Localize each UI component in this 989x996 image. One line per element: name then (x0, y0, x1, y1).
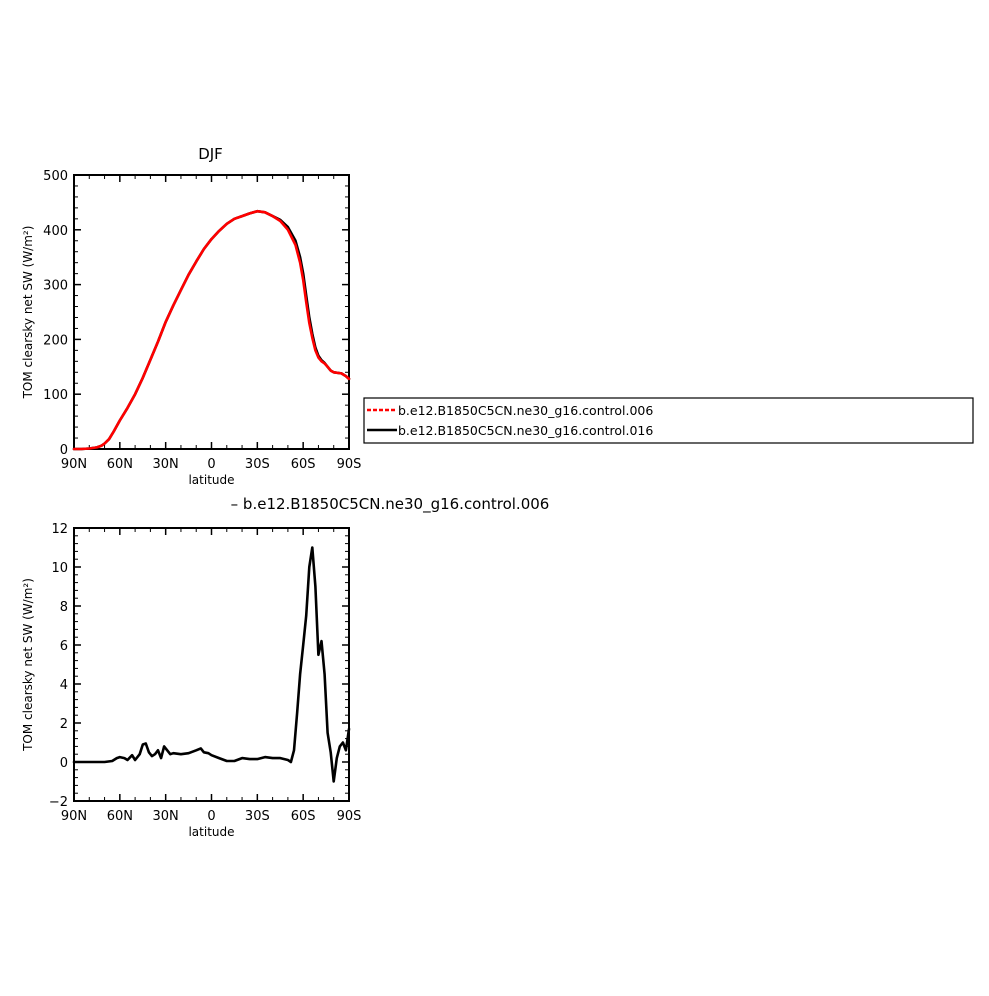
y-tick-label: 400 (43, 224, 68, 239)
x-tick-label: 60S (291, 457, 316, 472)
y-tick-label: 4 (60, 678, 68, 693)
y-tick-label: 6 (60, 639, 68, 654)
y-tick-label: 0 (60, 756, 68, 771)
y-tick-label: −2 (49, 795, 68, 810)
x-tick-label: 90N (61, 809, 87, 824)
x-tick-label: 90S (337, 457, 362, 472)
y-tick-label: 8 (60, 600, 68, 615)
x-tick-label: 30S (245, 457, 270, 472)
y-tick-label: 300 (43, 279, 68, 294)
chart-bottom: 90N 60N 30N 0 30S 60S 90S −2 0 2 4 6 8 10 12 latitude TO… (21, 495, 549, 839)
x-tick-label: 60N (107, 809, 133, 824)
y-tick-label: 10 (51, 561, 68, 576)
x-tick-label: 0 (207, 457, 215, 472)
series-line (72, 546, 351, 783)
y-axis-label: TOM clearsky net SW (W/m²) (21, 226, 35, 400)
y-axis-label: TOM clearsky net SW (W/m²) (21, 578, 35, 752)
legend-entry-label: b.e12.B1850C5CN.ne30_g16.control.016 (398, 423, 653, 438)
x-tick-label: 30S (245, 809, 270, 824)
x-tick-label: 90S (337, 809, 362, 824)
y-tick-label: 0 (60, 443, 68, 458)
x-tick-label: 60S (291, 809, 316, 824)
series-line (72, 209, 351, 451)
x-tick-label: 60N (107, 457, 133, 472)
y-tick-label: 100 (43, 388, 68, 403)
x-tick-label: 90N (61, 457, 87, 472)
y-tick-label: 500 (43, 169, 68, 184)
x-tick-label: 30N (153, 457, 179, 472)
chart-title: DJF (198, 145, 223, 163)
x-tick-label: 0 (207, 809, 215, 824)
chart-title: – b.e12.B1850C5CN.ne30_g16.control.006 (231, 495, 550, 514)
legend-box (363, 397, 974, 444)
chart-top: 90N 60N 30N 0 30S 60S 90S 0 100 200 300 400 500 latit… (21, 145, 974, 487)
series-line (72, 209, 351, 451)
x-axis-label: latitude (188, 473, 234, 487)
legend-entry-label: b.e12.B1850C5CN.ne30_g16.control.006 (398, 403, 653, 418)
y-tick-label: 200 (43, 333, 68, 348)
x-tick-label: 30N (153, 809, 179, 824)
x-axis-label: latitude (188, 825, 234, 839)
y-tick-label: 2 (60, 717, 68, 732)
y-tick-label: 12 (51, 522, 68, 537)
